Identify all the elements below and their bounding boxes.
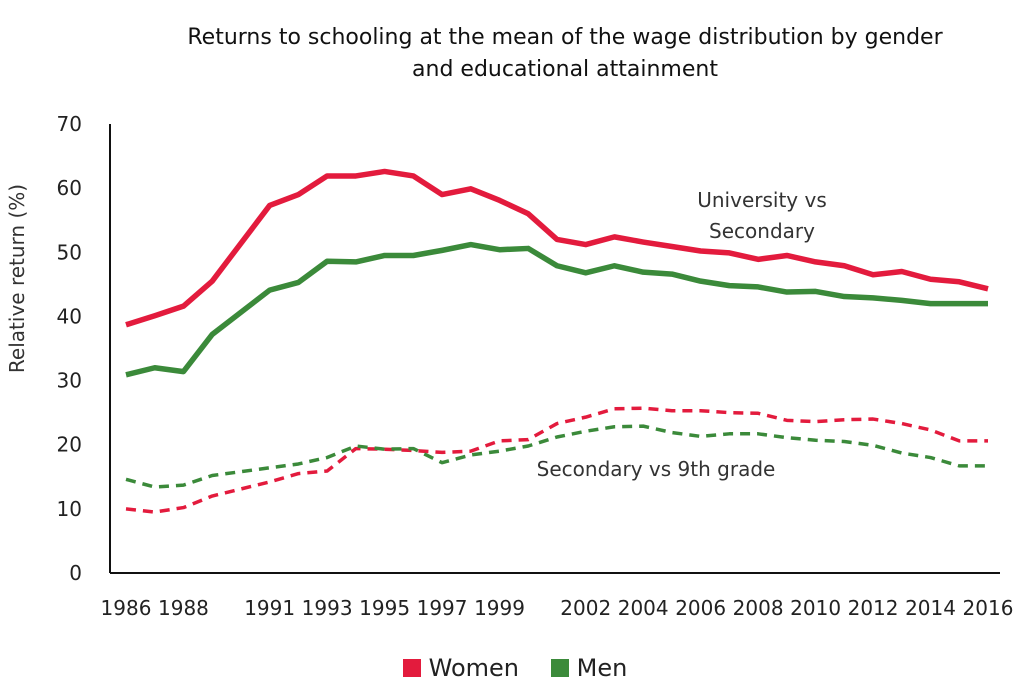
x-tick-label: 1991 — [244, 596, 295, 620]
y-axis-label: Relative return (%) — [5, 184, 29, 373]
x-tick-label: 2014 — [905, 596, 956, 620]
chart-title-line1: Returns to schooling at the mean of the … — [187, 25, 943, 50]
x-tick-label: 1995 — [359, 596, 410, 620]
x-tick-label: 2012 — [848, 596, 899, 620]
y-tick-label: 50 — [57, 240, 82, 264]
x-tick-label: 2006 — [675, 596, 726, 620]
x-tick-label: 1997 — [417, 596, 468, 620]
chart-title-line2: and educational attainment — [412, 57, 718, 82]
series-layer — [125, 168, 989, 514]
x-tick-label: 1988 — [158, 596, 209, 620]
x-tick-label: 2010 — [790, 596, 841, 620]
y-tick-label: 0 — [69, 561, 82, 585]
legend-item-men: Men — [550, 654, 628, 682]
annotation-university-line2: Secondary — [709, 219, 815, 243]
y-tick-label: 10 — [57, 497, 82, 521]
annotation-university-line1: University vs — [697, 188, 827, 212]
series-line-women-university-vs-secondary — [125, 168, 989, 328]
legend: Women Men — [0, 654, 1030, 683]
legend-label-women: Women — [428, 654, 520, 682]
x-tick-label: 2016 — [963, 596, 1014, 620]
x-tick-label: 2008 — [733, 596, 784, 620]
axes: 0 10 20 30 40 50 60 70 1986 1988 1991 1993 1995 1997 1… — [5, 112, 1013, 620]
chart-title: Returns to schooling at the mean of the … — [130, 22, 1000, 86]
series-line-men-secondary-vs-9th — [125, 424, 988, 489]
x-tick-label: 1993 — [302, 596, 353, 620]
y-tick-label: 40 — [57, 304, 82, 328]
annotation-layer: University vs Secondary Secondary vs 9th g… — [537, 188, 827, 481]
x-tick-label: 1999 — [474, 596, 525, 620]
series-line-women-secondary-vs-9th — [125, 406, 988, 514]
y-tick-label: 70 — [57, 112, 82, 136]
legend-swatch-women — [402, 659, 421, 677]
y-tick-label: 30 — [57, 369, 82, 393]
legend-label-men: Men — [576, 654, 628, 682]
annotation-secondary: Secondary vs 9th grade — [537, 457, 776, 481]
y-tick-label: 60 — [57, 176, 82, 200]
legend-swatch-men — [550, 659, 569, 677]
series-line-men-university-vs-secondary — [125, 241, 988, 378]
y-tick-label: 20 — [57, 433, 82, 457]
x-tick-label: 2002 — [560, 596, 611, 620]
x-tick-label: 1986 — [101, 596, 152, 620]
legend-item-women: Women — [402, 654, 520, 682]
x-tick-label: 2004 — [618, 596, 669, 620]
